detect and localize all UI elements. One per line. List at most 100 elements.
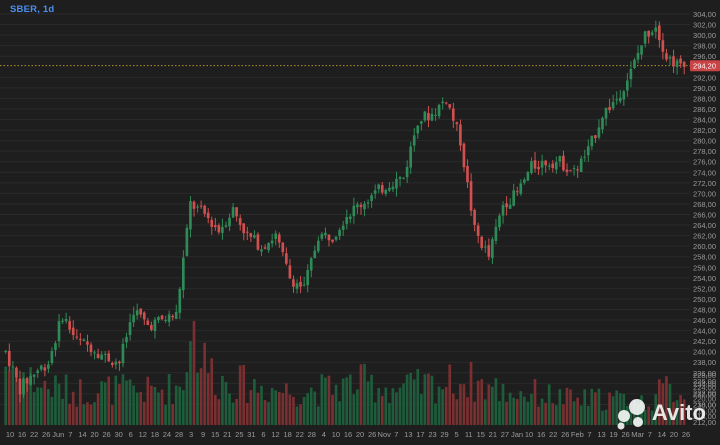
price-tick-label: 238,00 bbox=[693, 358, 716, 367]
time-tick-label: 24 bbox=[163, 430, 171, 439]
candle-body bbox=[160, 315, 164, 320]
candle-body bbox=[15, 367, 18, 378]
volume-bar bbox=[213, 395, 217, 425]
candle-body bbox=[608, 107, 611, 111]
time-tick-label: Nov bbox=[378, 430, 392, 439]
volume-tick-label: 216,00 bbox=[693, 406, 716, 415]
volume-bar bbox=[540, 398, 544, 425]
candle-body bbox=[483, 246, 487, 248]
volume-bar bbox=[118, 384, 121, 425]
volume-bar bbox=[363, 363, 366, 425]
current-price-label: 294,20 bbox=[693, 62, 716, 71]
volume-bar bbox=[309, 387, 313, 425]
volume-bar bbox=[487, 384, 491, 425]
candle-body bbox=[562, 155, 565, 171]
candle-body bbox=[185, 227, 189, 256]
candle-body bbox=[309, 258, 313, 271]
volume-bar bbox=[22, 372, 25, 425]
price-tick-label: 286,00 bbox=[693, 105, 716, 114]
volume-bar bbox=[459, 383, 462, 425]
candle-body bbox=[71, 327, 75, 336]
volume-bar bbox=[299, 404, 302, 425]
volume-bar bbox=[260, 385, 263, 425]
candle-body bbox=[554, 162, 558, 170]
price-tick-label: 250,00 bbox=[693, 295, 716, 304]
volume-bar bbox=[210, 358, 214, 425]
candle-body bbox=[22, 378, 25, 395]
volume-bar bbox=[313, 391, 317, 425]
volume-bar bbox=[324, 377, 327, 425]
candle-body bbox=[590, 135, 594, 147]
candle-body bbox=[579, 158, 583, 173]
candle-body bbox=[256, 234, 260, 250]
candle-body bbox=[402, 177, 405, 179]
candle-body bbox=[366, 202, 370, 204]
price-tick-label: 244,00 bbox=[693, 327, 716, 336]
time-tick-label: 28 bbox=[308, 430, 316, 439]
price-tick-label: 262,00 bbox=[693, 232, 716, 241]
candle-body bbox=[441, 101, 444, 104]
candle-body bbox=[377, 184, 381, 190]
volume-bar bbox=[665, 376, 668, 425]
volume-bar bbox=[139, 391, 143, 425]
grid-layer bbox=[0, 13, 690, 405]
time-tick-label: 9 bbox=[201, 430, 205, 439]
volume-bar bbox=[267, 401, 270, 425]
candle-body bbox=[316, 240, 320, 252]
candle-body bbox=[551, 163, 555, 168]
volume-bar bbox=[206, 373, 210, 425]
volume-bar bbox=[356, 389, 359, 425]
candle-body bbox=[125, 336, 128, 343]
candle-body bbox=[615, 99, 619, 101]
time-tick-label: 26 bbox=[42, 430, 50, 439]
candle-body bbox=[576, 169, 579, 171]
volume-bar bbox=[427, 373, 430, 425]
volume-bar bbox=[377, 387, 381, 425]
candle-body bbox=[604, 107, 608, 119]
candle-body bbox=[640, 45, 643, 55]
volume-bar bbox=[171, 404, 174, 425]
candle-body bbox=[238, 218, 242, 225]
volume-bar bbox=[437, 386, 441, 425]
volume-bar bbox=[384, 387, 388, 425]
candle-body bbox=[654, 27, 658, 32]
time-tick-label: 26 bbox=[561, 430, 569, 439]
volume-bar bbox=[629, 410, 633, 425]
candle-body bbox=[242, 223, 246, 234]
volume-bar bbox=[434, 403, 437, 425]
volume-bar bbox=[221, 375, 224, 425]
candle-body bbox=[419, 121, 423, 124]
candle-body bbox=[121, 343, 125, 364]
time-tick-label: 6 bbox=[129, 430, 133, 439]
price-tick-label: 298,00 bbox=[693, 42, 716, 51]
volume-bar bbox=[334, 384, 338, 425]
volume-bar bbox=[4, 366, 8, 425]
candle-body bbox=[618, 97, 622, 102]
candle-body bbox=[107, 353, 111, 362]
candle-body bbox=[18, 378, 22, 395]
volume-bar bbox=[682, 399, 686, 425]
time-tick-label: 12 bbox=[271, 430, 279, 439]
candle-body bbox=[395, 178, 398, 189]
volume-bar bbox=[217, 399, 221, 425]
volume-bar bbox=[132, 385, 135, 425]
candle-body bbox=[25, 378, 29, 384]
candle-body bbox=[206, 212, 210, 219]
current-price-badge bbox=[690, 60, 720, 72]
volume-bar bbox=[285, 383, 288, 425]
candle-body bbox=[182, 257, 185, 291]
candle-body bbox=[228, 217, 231, 227]
price-tick-label: 242,00 bbox=[693, 337, 716, 346]
volume-bar bbox=[270, 387, 274, 425]
price-tick-label: 270,00 bbox=[693, 189, 716, 198]
volume-bar bbox=[103, 382, 107, 425]
volume-bar bbox=[419, 394, 423, 425]
price-tick-label: 292,00 bbox=[693, 73, 716, 82]
volume-bar bbox=[469, 361, 473, 425]
volume-bar bbox=[441, 389, 444, 425]
volume-bar bbox=[483, 399, 487, 425]
price-tick-label: 274,00 bbox=[693, 168, 716, 177]
